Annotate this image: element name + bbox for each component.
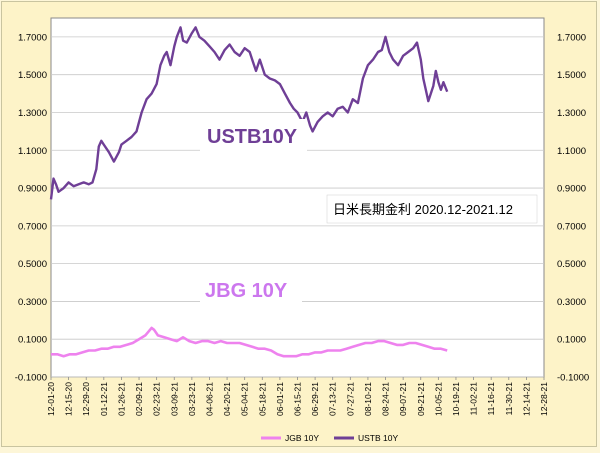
x-tick-label: 10-05-21 xyxy=(433,382,443,416)
y-tick-label-right: 1.3000 xyxy=(557,108,586,119)
line-chart: -0.1000 0.1000 0.3000 0.5000 0.7000 0.9000 1.1… xyxy=(15,17,589,443)
ust-annotation-box xyxy=(200,119,307,151)
x-tick-label: 03-09-21 xyxy=(169,382,179,416)
y-tick-label-right: 0.9000 xyxy=(557,184,586,195)
y-tick-label-right: 1.1000 xyxy=(557,146,586,157)
y-tick-label-right: 1.5000 xyxy=(557,70,586,81)
series-line-jgb xyxy=(51,326,448,358)
x-tick-label: 08-10-21 xyxy=(363,382,373,416)
title-annotation: 日米長期金利 2020.12-2021.12 xyxy=(333,202,513,217)
y-tick-label-right: 1.7000 xyxy=(557,32,586,43)
x-tick-label: 01-12-21 xyxy=(99,382,109,416)
x-tick-label: 03-23-21 xyxy=(187,382,197,416)
x-tick-label: 11-16-21 xyxy=(486,382,496,416)
x-tick-label: 12-14-21 xyxy=(521,382,531,416)
y-tick-label-right: 0.1000 xyxy=(557,335,586,346)
x-tick-label: 09-07-21 xyxy=(398,382,408,416)
y-axis-left: -0.1000 0.1000 0.3000 0.5000 0.7000 0.9000 1.1… xyxy=(15,32,47,383)
y-tick-label-right: 0.5000 xyxy=(557,259,586,270)
x-tick-label: 06-01-21 xyxy=(275,382,285,416)
series-line-ust xyxy=(49,26,449,200)
y-tick-label-left: 0.7000 xyxy=(18,221,47,232)
series-group xyxy=(49,26,449,358)
x-tick-label: 11-30-21 xyxy=(504,382,514,416)
ust-annotation: USTB10Y xyxy=(207,126,298,148)
y-tick-label-left: 1.1000 xyxy=(18,146,47,157)
x-tick-label: 09-21-21 xyxy=(416,382,426,416)
title-annotation-box xyxy=(326,194,538,224)
x-tick-label: 07-27-21 xyxy=(345,382,355,416)
x-tick-label: 11-02-21 xyxy=(469,382,479,416)
chart-frame: -0.1000 0.1000 0.3000 0.5000 0.7000 0.9000 1.1… xyxy=(1,1,597,447)
y-axis-right: -0.1000 0.1000 0.3000 0.5000 0.7000 0.9000 1.1… xyxy=(557,32,589,383)
x-tick-label: 12-01-20 xyxy=(46,382,56,416)
legend: JGB 10Y USTB 10Y xyxy=(261,433,398,443)
jgb-annotation: JBG 10Y xyxy=(205,280,288,302)
x-tick-label: 10-19-21 xyxy=(451,382,461,416)
legend-label-jgb: JGB 10Y xyxy=(285,433,319,443)
x-tick-label: 02-23-21 xyxy=(152,382,162,416)
x-tick-label: 06-29-21 xyxy=(310,382,320,416)
x-tick-label: 08-24-21 xyxy=(381,382,391,416)
y-tick-label-left: 0.1000 xyxy=(18,335,47,346)
x-tick-label: 12-29-20 xyxy=(81,382,91,416)
jgb-annotation-box xyxy=(200,275,302,303)
y-tick-label-right: 0.7000 xyxy=(557,221,586,232)
x-tick-label: 05-18-21 xyxy=(257,382,267,416)
y-tick-label-left: 0.5000 xyxy=(18,259,47,270)
y-tick-label-left: 1.5000 xyxy=(18,70,47,81)
x-tick-label: 04-20-21 xyxy=(222,382,232,416)
x-tick-label: 12-15-20 xyxy=(64,382,74,416)
legend-label-ust: USTB 10Y xyxy=(358,433,398,443)
x-tick-label: 04-06-21 xyxy=(204,382,214,416)
y-tick-label-left: -0.1000 xyxy=(15,373,47,384)
x-axis: 12-01-20 12-15-20 12-29-20 01-12-21 01-26-21… xyxy=(46,377,549,416)
y-tick-label-left: 1.7000 xyxy=(18,32,47,43)
y-tick-label-left: 1.3000 xyxy=(18,108,47,119)
x-tick-label: 05-04-21 xyxy=(240,382,250,416)
x-tick-label: 06-15-21 xyxy=(293,382,303,416)
x-tick-label: 12-28-21 xyxy=(539,382,549,416)
x-tick-label: 07-13-21 xyxy=(328,382,338,416)
y-tick-label-right: -0.1000 xyxy=(557,373,589,384)
y-tick-label-left: 0.9000 xyxy=(18,184,47,195)
x-tick-label: 02-09-21 xyxy=(134,382,144,416)
x-tick-label: 01-26-21 xyxy=(116,382,126,416)
y-tick-label-right: 0.3000 xyxy=(557,297,586,308)
y-tick-label-left: 0.3000 xyxy=(18,297,47,308)
gridlines xyxy=(51,36,544,378)
